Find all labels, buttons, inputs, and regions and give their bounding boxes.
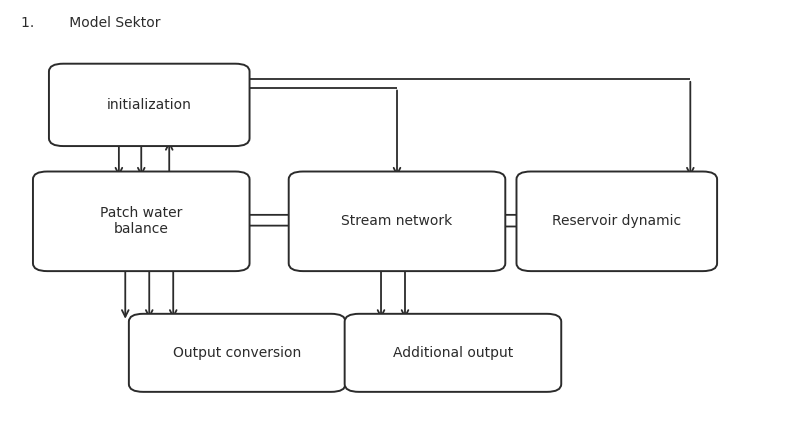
FancyBboxPatch shape	[129, 314, 346, 392]
Text: Patch water
balance: Patch water balance	[100, 206, 182, 237]
Text: Output conversion: Output conversion	[173, 346, 302, 360]
FancyBboxPatch shape	[49, 64, 249, 146]
Text: Reservoir dynamic: Reservoir dynamic	[553, 214, 682, 228]
Text: 1.        Model Sektor: 1. Model Sektor	[22, 16, 161, 30]
FancyBboxPatch shape	[345, 314, 561, 392]
FancyBboxPatch shape	[516, 171, 717, 271]
FancyBboxPatch shape	[289, 171, 505, 271]
Text: initialization: initialization	[107, 98, 192, 112]
FancyBboxPatch shape	[33, 171, 249, 271]
Text: Stream network: Stream network	[342, 214, 452, 228]
Text: Additional output: Additional output	[393, 346, 513, 360]
